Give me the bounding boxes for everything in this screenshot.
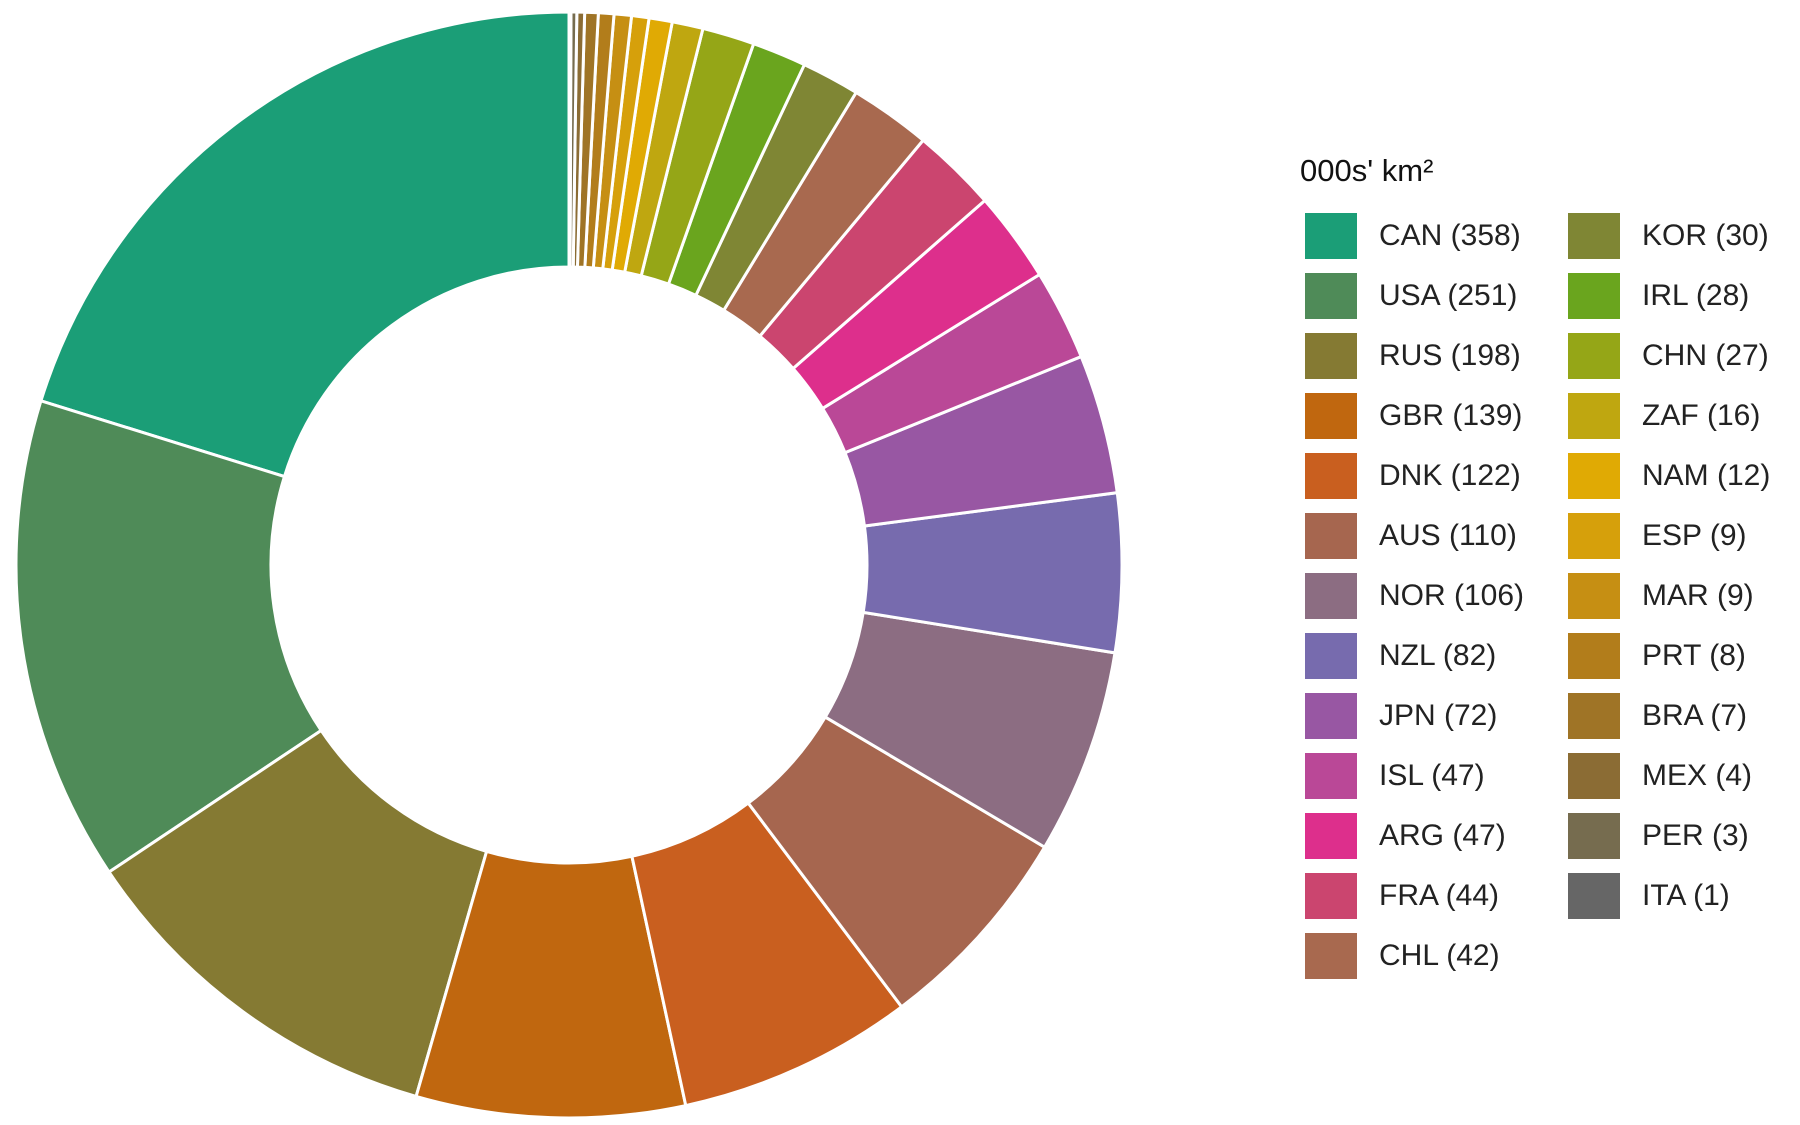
legend-label: NAM (12) — [1642, 459, 1770, 492]
legend-swatch — [1305, 813, 1357, 859]
legend-label: ITA (1) — [1642, 879, 1730, 912]
legend-label: FRA (44) — [1379, 879, 1499, 912]
legend-label: ISL (47) — [1379, 759, 1485, 792]
legend-swatch — [1568, 693, 1620, 739]
legend-label: AUS (110) — [1379, 519, 1517, 552]
legend-swatch — [1305, 873, 1357, 919]
legend-label: IRL (28) — [1642, 279, 1749, 312]
legend-label: RUS (198) — [1379, 339, 1521, 372]
legend-swatch — [1305, 453, 1357, 499]
legend-swatch — [1305, 393, 1357, 439]
legend-label: PER (3) — [1642, 819, 1749, 852]
legend-label: BRA (7) — [1642, 699, 1747, 732]
legend-swatch — [1305, 213, 1357, 259]
legend-swatch — [1568, 273, 1620, 319]
legend-swatch — [1305, 693, 1357, 739]
legend-swatch — [1305, 513, 1357, 559]
legend-label: NZL (82) — [1379, 639, 1496, 672]
slice — [14, 398, 324, 875]
legend-label: JPN (72) — [1379, 699, 1497, 732]
legend-label: KOR (30) — [1642, 219, 1769, 252]
legend-swatch — [1568, 393, 1620, 439]
legend-title: 000s' km² — [1300, 153, 1433, 188]
legend-label: USA (251) — [1379, 279, 1517, 312]
legend-swatch — [1305, 933, 1357, 979]
slice — [106, 728, 489, 1099]
legend-swatch — [1568, 213, 1620, 259]
legend-label: MEX (4) — [1642, 759, 1752, 792]
legend-swatch — [1568, 753, 1620, 799]
legend-swatch — [1568, 573, 1620, 619]
legend-swatch — [1305, 333, 1357, 379]
legend-label: PRT (8) — [1642, 639, 1746, 672]
legend-label: GBR (139) — [1379, 399, 1522, 432]
legend-swatch — [1305, 273, 1357, 319]
legend-label: NOR (106) — [1379, 579, 1524, 612]
legend-label: MAR (9) — [1642, 579, 1754, 612]
legend-swatch — [1568, 513, 1620, 559]
legend-label: CHL (42) — [1379, 939, 1500, 972]
legend-swatch — [1568, 453, 1620, 499]
legend-swatch — [1568, 333, 1620, 379]
slice — [567, 10, 573, 269]
legend-swatch — [1305, 573, 1357, 619]
legend-label: DNK (122) — [1379, 459, 1521, 492]
legend-swatch — [1305, 633, 1357, 679]
legend-swatch — [1568, 813, 1620, 859]
legend-label: CHN (27) — [1642, 339, 1769, 372]
legend-label: ARG (47) — [1379, 819, 1506, 852]
legend-label: ESP (9) — [1642, 519, 1747, 552]
slice — [39, 10, 571, 479]
legend-label: CAN (358) — [1379, 219, 1521, 252]
legend-swatch — [1568, 633, 1620, 679]
legend-swatch — [1568, 873, 1620, 919]
legend-label: ZAF (16) — [1642, 399, 1760, 432]
legend-swatch — [1305, 753, 1357, 799]
